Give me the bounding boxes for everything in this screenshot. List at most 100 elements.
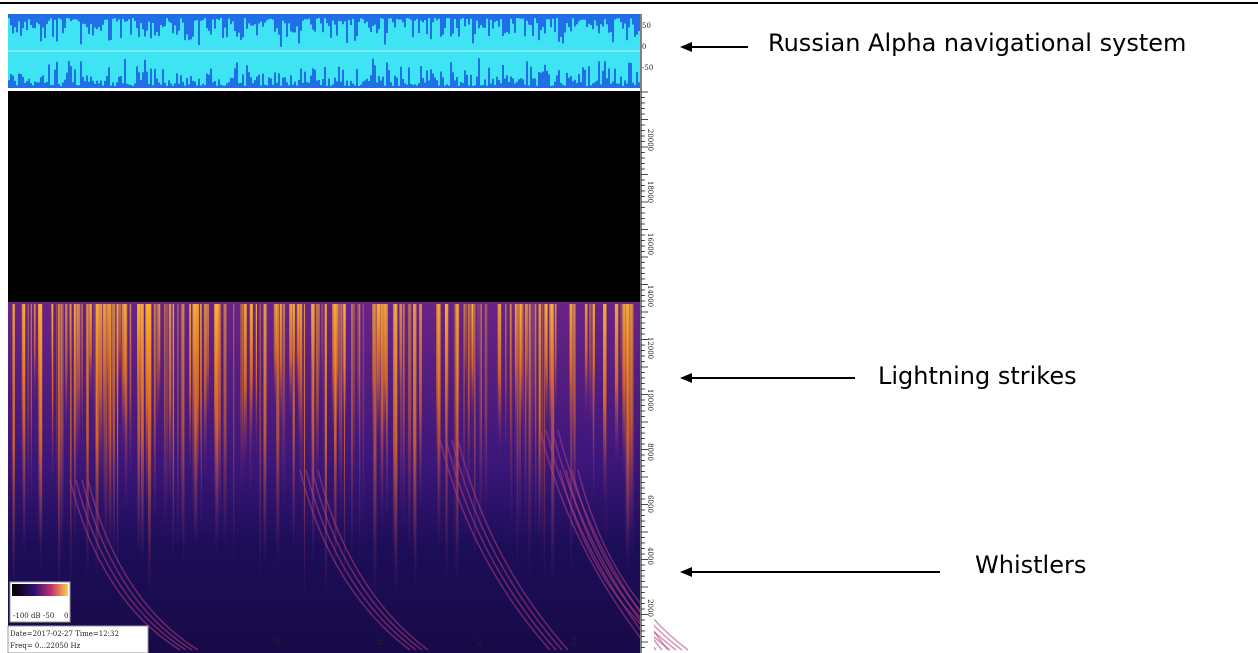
colorbar-label: -50	[43, 612, 54, 620]
streak	[372, 304, 375, 451]
info-line: Date=2017-02-27 Time=12:32	[10, 630, 119, 638]
streak	[334, 304, 337, 575]
streak	[189, 304, 192, 476]
streak	[336, 304, 339, 431]
streak	[279, 304, 282, 424]
streak	[124, 304, 128, 512]
whistler	[571, 469, 683, 651]
streak	[324, 304, 327, 596]
frequency-label: 6000	[646, 495, 654, 513]
waveform-label: 0	[642, 43, 646, 51]
streak	[614, 304, 619, 464]
streak	[140, 304, 143, 475]
streak	[340, 304, 343, 505]
annotation: Russian Alpha navigational system	[680, 29, 1186, 57]
streak	[244, 304, 247, 467]
whistler	[311, 469, 423, 651]
time-label: 40	[376, 637, 384, 646]
streak	[194, 304, 198, 404]
streak	[445, 304, 448, 443]
streak	[339, 304, 342, 524]
streak	[39, 304, 42, 576]
streak	[200, 304, 202, 535]
colorbar	[12, 584, 68, 596]
streak	[321, 304, 324, 397]
streak	[56, 304, 58, 519]
whistler	[539, 429, 651, 651]
streak	[98, 304, 103, 475]
whistler	[565, 469, 677, 651]
streak	[111, 304, 114, 479]
streak	[412, 304, 415, 559]
streak	[438, 304, 441, 497]
time-label: 38	[274, 637, 282, 646]
streak	[241, 304, 245, 486]
streak	[480, 304, 482, 531]
streak	[467, 304, 470, 502]
streak	[180, 304, 184, 548]
streak	[138, 304, 141, 560]
streak	[75, 304, 78, 495]
colorbar-label: 0	[64, 612, 68, 620]
streak	[27, 304, 29, 516]
streak	[338, 304, 340, 498]
streak	[274, 304, 278, 413]
streak	[73, 304, 77, 466]
whistler	[81, 479, 193, 651]
annotation: Whistlers	[680, 551, 1086, 579]
streak	[402, 304, 405, 533]
streak	[95, 304, 99, 577]
streak	[249, 304, 254, 428]
streak	[69, 304, 72, 591]
streak	[569, 304, 573, 445]
streak	[214, 304, 218, 501]
streak	[199, 304, 202, 482]
streak	[463, 304, 467, 401]
whistler	[69, 479, 181, 651]
streak	[194, 304, 198, 552]
streak	[93, 304, 95, 456]
streak	[318, 304, 320, 403]
frequency-label: 10000	[646, 389, 654, 411]
streak	[627, 304, 630, 458]
streak	[538, 304, 541, 555]
whistler	[317, 469, 429, 651]
time-label: 42	[476, 637, 484, 646]
whistler-curves	[69, 429, 689, 651]
arrow-head	[680, 373, 692, 383]
streak	[454, 304, 456, 588]
waveform-label: 50	[642, 22, 651, 30]
streak	[497, 304, 501, 445]
streak	[343, 304, 346, 451]
streak	[419, 304, 422, 511]
streak	[471, 304, 474, 422]
annotation-label: Lightning strikes	[878, 362, 1077, 390]
colorbar-label: -100 dB	[13, 612, 41, 620]
streak	[400, 304, 403, 525]
streak	[218, 304, 221, 528]
streak	[603, 304, 607, 503]
frequency-label: 18000	[646, 181, 654, 203]
streak	[140, 304, 144, 566]
streak	[259, 304, 261, 595]
streak	[473, 304, 476, 572]
info-line: Freq= 0...22050 Hz	[10, 642, 81, 650]
streak	[380, 304, 384, 525]
streak	[605, 304, 607, 480]
whistler	[451, 439, 563, 651]
annotation-label: Russian Alpha navigational system	[768, 29, 1186, 57]
streak	[109, 304, 111, 553]
streak	[296, 304, 300, 401]
waveform-label: -50	[642, 64, 653, 72]
streak	[622, 304, 626, 486]
streak	[520, 304, 523, 437]
streak	[414, 304, 417, 590]
streak	[223, 304, 227, 550]
streak	[51, 304, 53, 390]
streak	[523, 304, 525, 483]
streak	[249, 304, 252, 506]
streak	[264, 304, 268, 486]
streak	[517, 304, 519, 401]
arrow-head	[680, 567, 692, 577]
